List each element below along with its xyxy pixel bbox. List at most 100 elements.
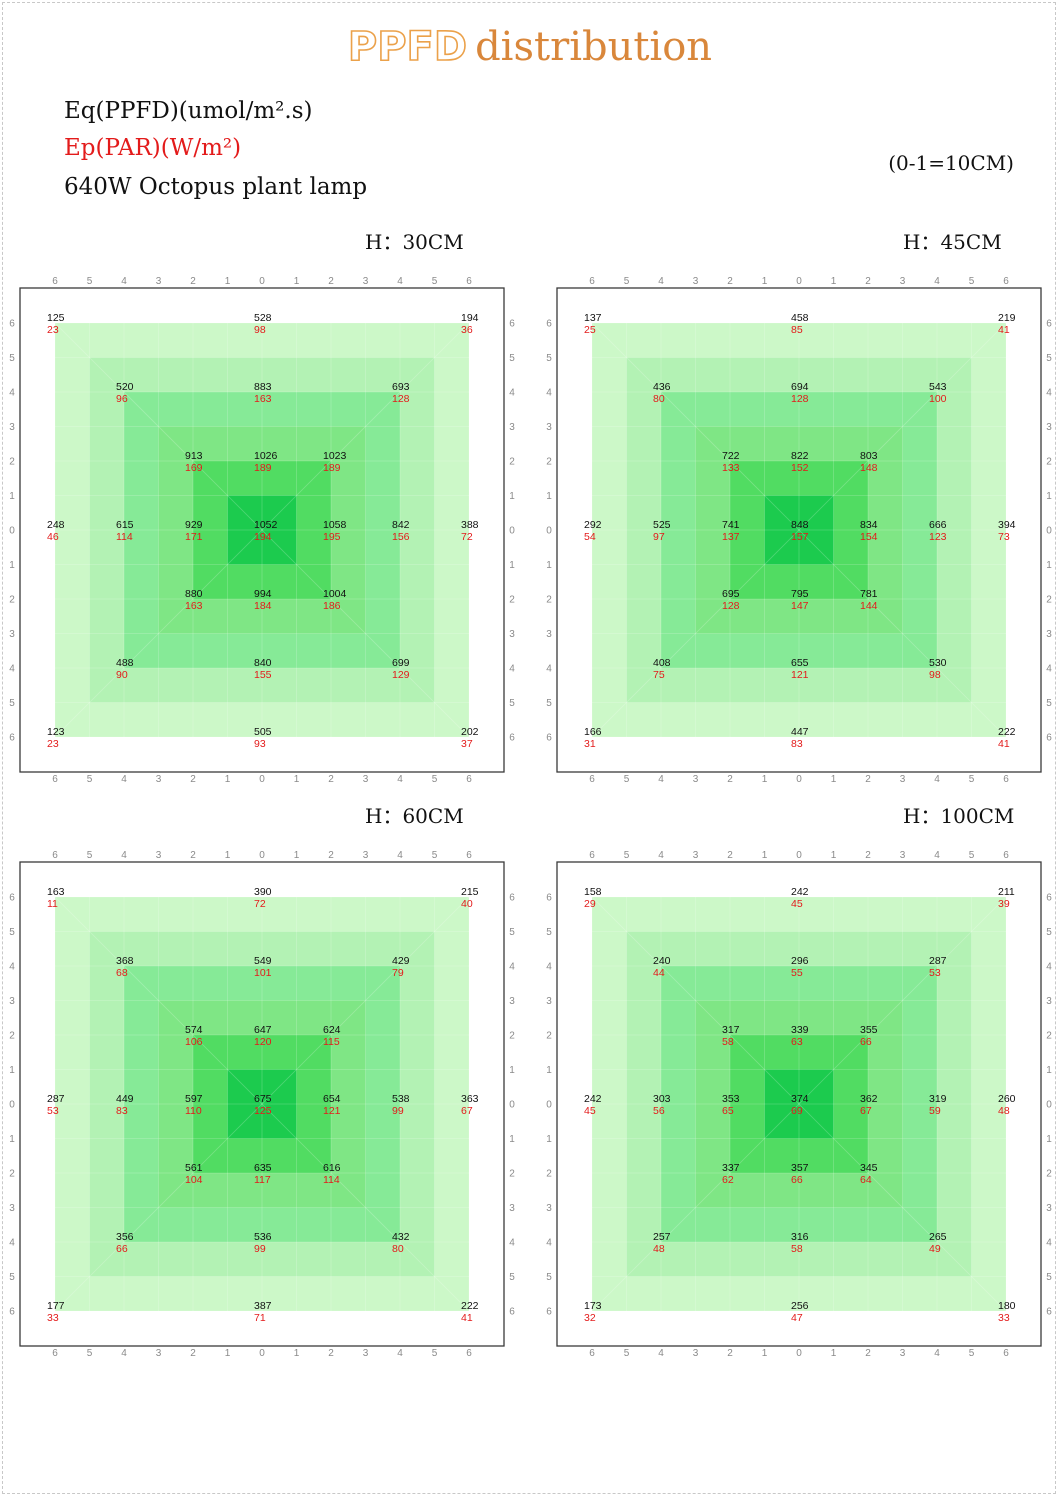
- y-tick-label-left: 2: [546, 1169, 552, 1180]
- x-tick-label-bottom: 5: [432, 1348, 438, 1359]
- ppfd-value-label: 1004: [323, 588, 347, 600]
- plot-frame-60cm: [19, 861, 505, 1347]
- ppfd-value-label: 173: [584, 1300, 602, 1312]
- x-tick-label-top: 4: [934, 276, 940, 287]
- par-value-label: 189: [254, 462, 272, 474]
- y-tick-label-left: 2: [9, 1169, 15, 1180]
- par-value-label: 44: [653, 967, 665, 979]
- y-tick-label-right: 3: [509, 996, 515, 1007]
- ppfd-value-label: 488: [116, 657, 134, 669]
- y-tick-label-right: 1: [1046, 1134, 1052, 1145]
- panel-title-60cm: H：60CM: [365, 804, 464, 828]
- x-tick-label-bottom: 3: [156, 774, 162, 785]
- x-tick-label-bottom: 1: [294, 1348, 300, 1359]
- par-value-label: 106: [185, 1036, 203, 1048]
- ppfd-value-label: 357: [791, 1162, 809, 1174]
- y-tick-label-right: 0: [509, 526, 515, 537]
- par-value-label: 97: [653, 531, 665, 543]
- x-tick-label-bottom: 4: [658, 774, 664, 785]
- par-value-label: 53: [47, 1105, 59, 1117]
- x-tick-label-top: 5: [432, 850, 438, 861]
- x-tick-label-bottom: 6: [466, 1348, 472, 1359]
- ppfd-value-label: 287: [47, 1093, 65, 1105]
- y-tick-label-right: 5: [509, 353, 515, 364]
- ppfd-value-label: 635: [254, 1162, 272, 1174]
- ppfd-value-label: 842: [392, 519, 410, 531]
- ppfd-value-label: 525: [653, 519, 671, 531]
- plot-frame-45cm: [556, 287, 1042, 773]
- par-value-label: 152: [791, 462, 809, 474]
- par-value-label: 114: [323, 1174, 340, 1186]
- y-tick-label-left: 0: [546, 526, 552, 537]
- ppfd-value-label: 675: [254, 1093, 272, 1105]
- par-value-label: 101: [254, 967, 272, 979]
- ppfd-value-label: 549: [254, 955, 272, 967]
- y-tick-label-left: 5: [9, 698, 15, 709]
- intensity-ring-1: [227, 1069, 297, 1139]
- par-value-label: 80: [392, 1243, 404, 1255]
- ppfd-value-label: 597: [185, 1093, 203, 1105]
- y-tick-label-right: 5: [1046, 927, 1052, 938]
- x-tick-label-top: 4: [397, 276, 403, 287]
- y-tick-label-right: 1: [509, 560, 515, 571]
- par-value-label: 163: [254, 393, 272, 405]
- par-value-label: 58: [791, 1243, 803, 1255]
- x-tick-label-bottom: 1: [762, 774, 768, 785]
- ppfd-value-label: 505: [254, 726, 272, 738]
- y-tick-label-left: 2: [9, 595, 15, 606]
- y-tick-label-left: 2: [546, 457, 552, 468]
- ppfd-value-label: 1023: [323, 450, 347, 462]
- ppfd-value-label: 616: [323, 1162, 341, 1174]
- grid-diagonal: [54, 322, 470, 738]
- par-value-label: 98: [929, 669, 941, 681]
- x-tick-label-bottom: 4: [397, 1348, 403, 1359]
- x-tick-label-top: 6: [1003, 276, 1009, 287]
- y-tick-label-left: 4: [9, 388, 15, 399]
- y-tick-label-right: 6: [1046, 893, 1052, 904]
- x-tick-label-top: 6: [589, 276, 595, 287]
- product-name: 640W Octopus plant lamp: [64, 174, 368, 200]
- ppfd-value-label: 449: [116, 1093, 134, 1105]
- y-tick-label-right: 1: [1046, 491, 1052, 502]
- par-value-label: 36: [461, 324, 473, 336]
- ppfd-value-label: 647: [254, 1024, 272, 1036]
- x-tick-label-top: 5: [87, 276, 93, 287]
- x-tick-label-top: 5: [87, 850, 93, 861]
- x-tick-label-top: 2: [727, 850, 733, 861]
- par-value-label: 128: [722, 600, 740, 612]
- par-value-label: 23: [47, 738, 59, 750]
- par-value-label: 54: [584, 531, 596, 543]
- x-tick-label-bottom: 6: [1003, 774, 1009, 785]
- par-value-label: 186: [323, 600, 341, 612]
- y-tick-label-right: 6: [509, 319, 515, 330]
- x-tick-label-top: 4: [658, 276, 664, 287]
- ppfd-value-label: 256: [791, 1300, 809, 1312]
- x-tick-label-top: 3: [900, 850, 906, 861]
- ppfd-value-label: 994: [254, 588, 272, 600]
- ppfd-value-label: 303: [653, 1093, 671, 1105]
- par-value-label: 47: [791, 1312, 803, 1324]
- par-value-label: 66: [860, 1036, 872, 1048]
- x-tick-label-bottom: 1: [294, 774, 300, 785]
- x-tick-label-bottom: 4: [658, 1348, 664, 1359]
- ppfd-value-label: 834: [860, 519, 878, 531]
- par-value-label: 33: [998, 1312, 1010, 1324]
- x-tick-label-bottom: 4: [397, 774, 403, 785]
- y-tick-label-left: 4: [9, 1238, 15, 1249]
- y-tick-label-right: 5: [509, 1272, 515, 1283]
- ppfd-value-label: 222: [461, 1300, 479, 1312]
- par-value-label: 110: [185, 1105, 202, 1117]
- y-tick-label-left: 3: [546, 629, 552, 640]
- y-tick-label-right: 3: [1046, 629, 1052, 640]
- par-value-label: 80: [653, 393, 665, 405]
- y-tick-label-left: 6: [9, 1307, 15, 1318]
- x-tick-label-top: 3: [363, 276, 369, 287]
- x-tick-label-bottom: 5: [624, 1348, 630, 1359]
- ppfd-value-label: 436: [653, 381, 671, 393]
- y-tick-label-right: 3: [509, 422, 515, 433]
- ppfd-value-label: 722: [722, 450, 740, 462]
- y-tick-label-right: 5: [509, 927, 515, 938]
- par-value-label: 56: [653, 1105, 665, 1117]
- par-value-label: 67: [461, 1105, 473, 1117]
